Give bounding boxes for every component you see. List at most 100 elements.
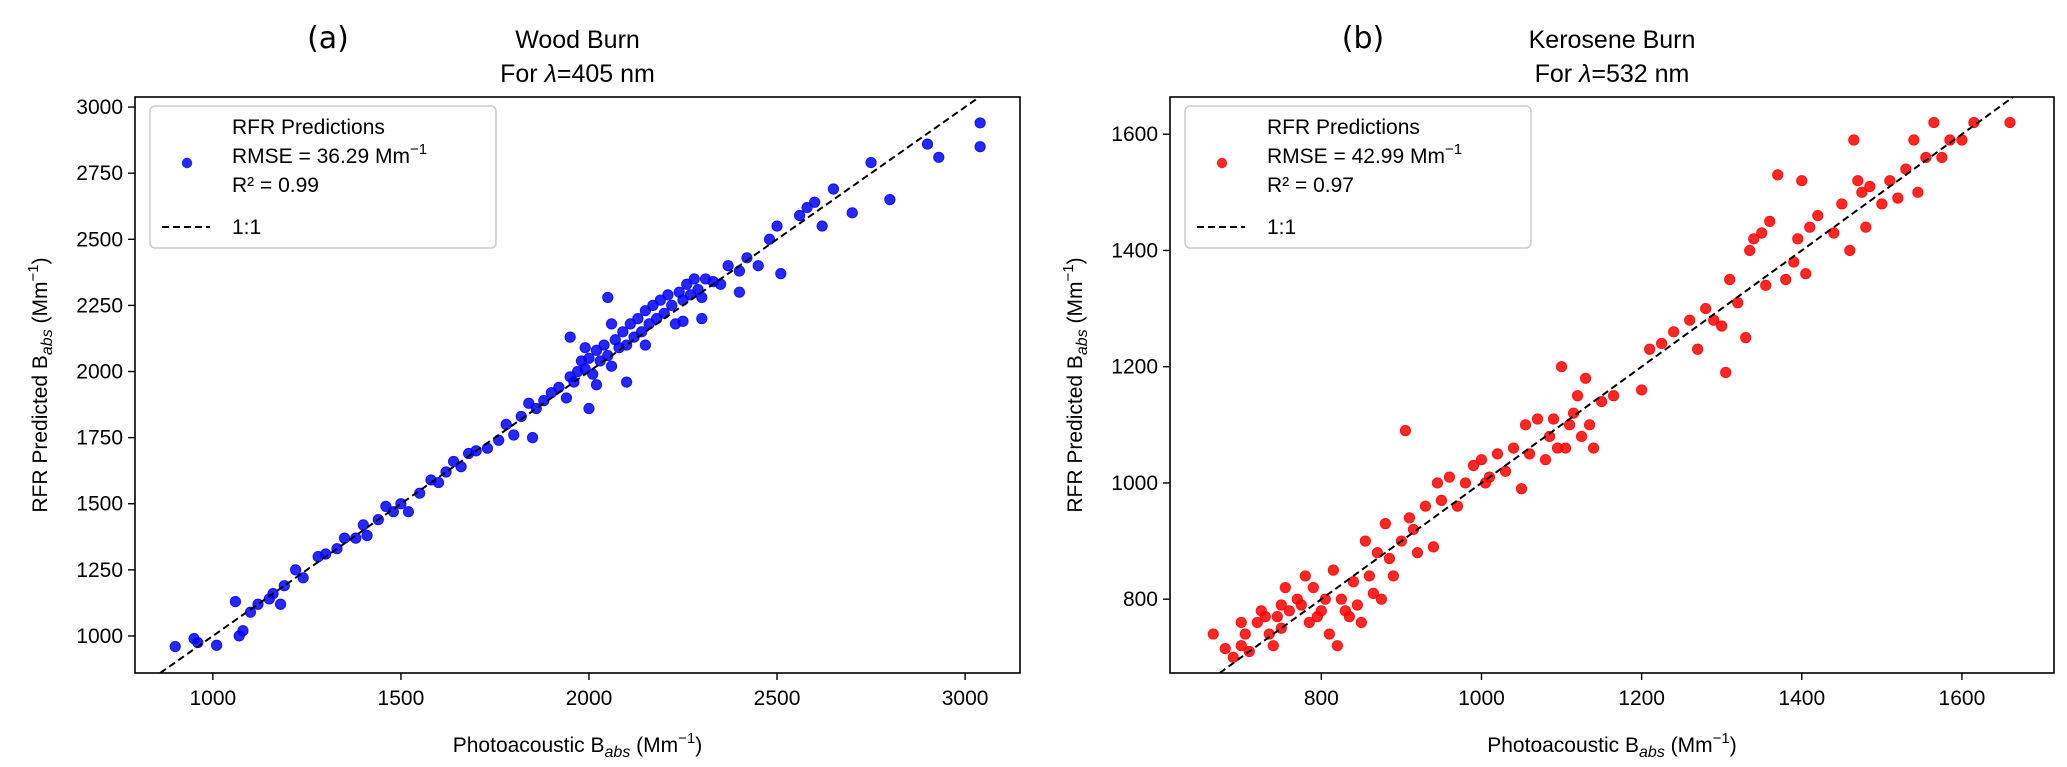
x-tick-label: 2000 bbox=[566, 687, 613, 710]
data-point bbox=[1908, 134, 1920, 146]
data-point bbox=[338, 532, 351, 544]
legend-series-name: RFR Predictions bbox=[1267, 116, 1420, 139]
data-point bbox=[188, 633, 200, 645]
data-point bbox=[1359, 535, 1371, 547]
data-point bbox=[1748, 233, 1760, 245]
label-subscript: abs bbox=[605, 744, 631, 761]
label-close: ) bbox=[1064, 257, 1087, 264]
data-point bbox=[560, 392, 573, 404]
data-point bbox=[696, 313, 708, 325]
y-axis-label: RFR Predicted Babs (Mm−1) bbox=[25, 257, 56, 512]
data-point bbox=[974, 141, 986, 153]
subtitle-prefix: For bbox=[1535, 60, 1579, 88]
data-point bbox=[1491, 448, 1504, 460]
data-point bbox=[1239, 628, 1251, 640]
y-tick-label: 800 bbox=[1123, 588, 1158, 611]
data-point bbox=[816, 220, 828, 232]
data-point bbox=[380, 500, 392, 512]
legend-series-name: RFR Predictions bbox=[232, 116, 385, 139]
data-point bbox=[402, 506, 415, 518]
data-point bbox=[320, 548, 332, 560]
data-point bbox=[229, 595, 242, 608]
data-point bbox=[827, 183, 840, 195]
label-unit: (Mm bbox=[1064, 281, 1087, 329]
data-point bbox=[357, 519, 369, 531]
data-point bbox=[1555, 361, 1568, 373]
data-point bbox=[1828, 227, 1840, 239]
data-point bbox=[1259, 611, 1271, 623]
data-point bbox=[775, 268, 787, 280]
data-point bbox=[211, 639, 223, 651]
data-point bbox=[1235, 616, 1247, 629]
data-point bbox=[1595, 395, 1608, 408]
legend-rmse-unit-sup: −1 bbox=[410, 141, 427, 158]
data-point bbox=[1732, 297, 1744, 309]
chart-title: Kerosene Burn bbox=[1529, 26, 1696, 54]
data-point bbox=[1363, 570, 1375, 582]
data-point bbox=[1800, 268, 1812, 280]
data-point bbox=[1251, 616, 1263, 629]
data-point bbox=[1804, 221, 1816, 233]
x-tick-label: 800 bbox=[1304, 687, 1339, 710]
y-tick-label: 1600 bbox=[1111, 123, 1158, 146]
data-point bbox=[974, 117, 986, 129]
y-tick-label: 2750 bbox=[76, 162, 123, 185]
legend-marker bbox=[1216, 157, 1228, 169]
x-tick-label: 1000 bbox=[189, 687, 236, 710]
y-tick-label: 2500 bbox=[76, 228, 123, 251]
data-point bbox=[1920, 151, 1932, 164]
legend-rmse: RMSE = 42.99 Mm−1 bbox=[1267, 141, 1462, 168]
data-point bbox=[1656, 337, 1668, 350]
y-tick-label: 2000 bbox=[76, 361, 123, 384]
data-point bbox=[1636, 384, 1648, 396]
data-point bbox=[1279, 581, 1291, 594]
label-subscript: abs bbox=[1074, 329, 1091, 355]
data-point bbox=[2004, 116, 2016, 129]
data-point bbox=[1764, 215, 1776, 227]
data-point bbox=[1443, 471, 1456, 483]
data-point bbox=[1307, 581, 1319, 594]
x-axis-label: Photoacoustic Babs (Mm−1) bbox=[1487, 730, 1737, 761]
label-superscript: −1 bbox=[1713, 730, 1730, 747]
data-point bbox=[587, 368, 599, 380]
data-point bbox=[1295, 599, 1307, 611]
label-superscript: −1 bbox=[1060, 264, 1077, 281]
data-point bbox=[1912, 186, 1924, 198]
chart-subtitle: For λ=405 nm bbox=[500, 60, 655, 88]
data-point bbox=[1559, 442, 1572, 454]
data-point bbox=[590, 379, 603, 391]
axes-frame bbox=[134, 96, 1021, 674]
data-point bbox=[523, 397, 535, 409]
y-tick-label: 1000 bbox=[1111, 472, 1158, 495]
one-to-one-line bbox=[1219, 97, 2014, 673]
data-point bbox=[793, 209, 806, 222]
x-tick-label: 1200 bbox=[1618, 687, 1665, 710]
data-point bbox=[1475, 454, 1488, 466]
data-point bbox=[1411, 547, 1424, 559]
x-tick-label: 1600 bbox=[1939, 687, 1986, 710]
label-main: RFR Predicted B bbox=[29, 355, 52, 513]
subtitle-suffix: =405 nm bbox=[557, 60, 655, 88]
label-unit: (Mm bbox=[29, 281, 52, 329]
data-point bbox=[1371, 547, 1383, 559]
data-point bbox=[1507, 442, 1520, 454]
data-point bbox=[1720, 366, 1732, 379]
data-point bbox=[237, 625, 249, 637]
data-point bbox=[1303, 616, 1315, 629]
data-point bbox=[1499, 465, 1512, 477]
data-point bbox=[1379, 518, 1391, 530]
data-point bbox=[639, 305, 651, 317]
data-point bbox=[1928, 116, 1940, 129]
label-main: Photoacoustic B bbox=[1487, 734, 1639, 757]
chart-subtitle: For λ=532 nm bbox=[1535, 60, 1690, 88]
data-point bbox=[1884, 175, 1896, 187]
label-close: ) bbox=[29, 257, 52, 264]
y-tick-label: 3000 bbox=[76, 96, 123, 119]
data-point bbox=[1700, 302, 1712, 315]
legend-rmse-value: RMSE = 42.99 Mm bbox=[1267, 145, 1445, 168]
data-point bbox=[741, 252, 753, 264]
panel-a-wood-burn: 1000 1500 2000 2500 3000 1000 1250 1500 1750 2000… bbox=[25, 21, 1021, 761]
data-point bbox=[771, 220, 783, 232]
data-point bbox=[274, 598, 287, 610]
data-point bbox=[921, 138, 934, 150]
